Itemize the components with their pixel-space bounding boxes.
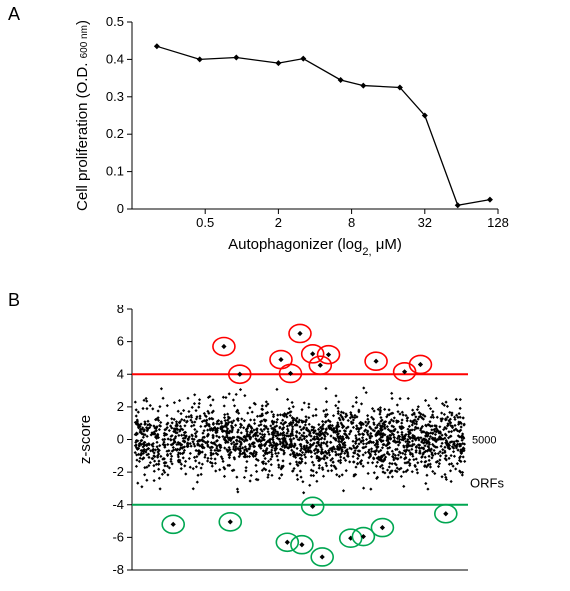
svg-text:0.5: 0.5 bbox=[106, 14, 124, 29]
svg-text:0.1: 0.1 bbox=[106, 164, 124, 179]
panel-a-chart: 0 0.1 0.2 0.3 0.4 0.5 0.5 2 8 32 128 Autophagonizer… bbox=[70, 12, 510, 262]
svg-text:0: 0 bbox=[117, 432, 124, 447]
svg-text:8: 8 bbox=[348, 215, 355, 230]
panel-a-label: A bbox=[8, 4, 20, 25]
orfs-count-label: 5000 bbox=[472, 435, 496, 447]
svg-text:8: 8 bbox=[117, 305, 124, 316]
panel-b-label: B bbox=[8, 290, 20, 311]
panel-b-chart: -8 -6 -4 -2 0 2 4 6 8 5000 ORFs z-score bbox=[70, 305, 510, 585]
svg-text:-6: -6 bbox=[112, 529, 124, 544]
svg-text:128: 128 bbox=[487, 215, 509, 230]
panel-a-ylabel: Cell proliferation (O.D. 600 nm) bbox=[74, 20, 91, 211]
svg-text:6: 6 bbox=[117, 334, 124, 349]
svg-text:4: 4 bbox=[117, 366, 124, 381]
panel-a-xlabel: Autophagonizer (log2, μM) bbox=[228, 236, 402, 257]
orfs-axis-label: ORFs bbox=[470, 476, 504, 491]
svg-text:0.5: 0.5 bbox=[196, 215, 214, 230]
svg-text:0.4: 0.4 bbox=[106, 51, 124, 66]
svg-text:0.3: 0.3 bbox=[106, 89, 124, 104]
figure: A B 0 0.1 0.2 0.3 0.4 0.5 0.5 2 8 32 128 Autophagon… bbox=[0, 0, 570, 591]
svg-text:-4: -4 bbox=[112, 497, 124, 512]
svg-text:2: 2 bbox=[275, 215, 282, 230]
svg-text:0.2: 0.2 bbox=[106, 126, 124, 141]
svg-text:32: 32 bbox=[418, 215, 432, 230]
panel-b-ylabel: z-score bbox=[77, 415, 94, 464]
svg-text:2: 2 bbox=[117, 399, 124, 414]
svg-text:-2: -2 bbox=[112, 464, 124, 479]
svg-text:-8: -8 bbox=[112, 562, 124, 577]
svg-text:0: 0 bbox=[117, 201, 124, 216]
